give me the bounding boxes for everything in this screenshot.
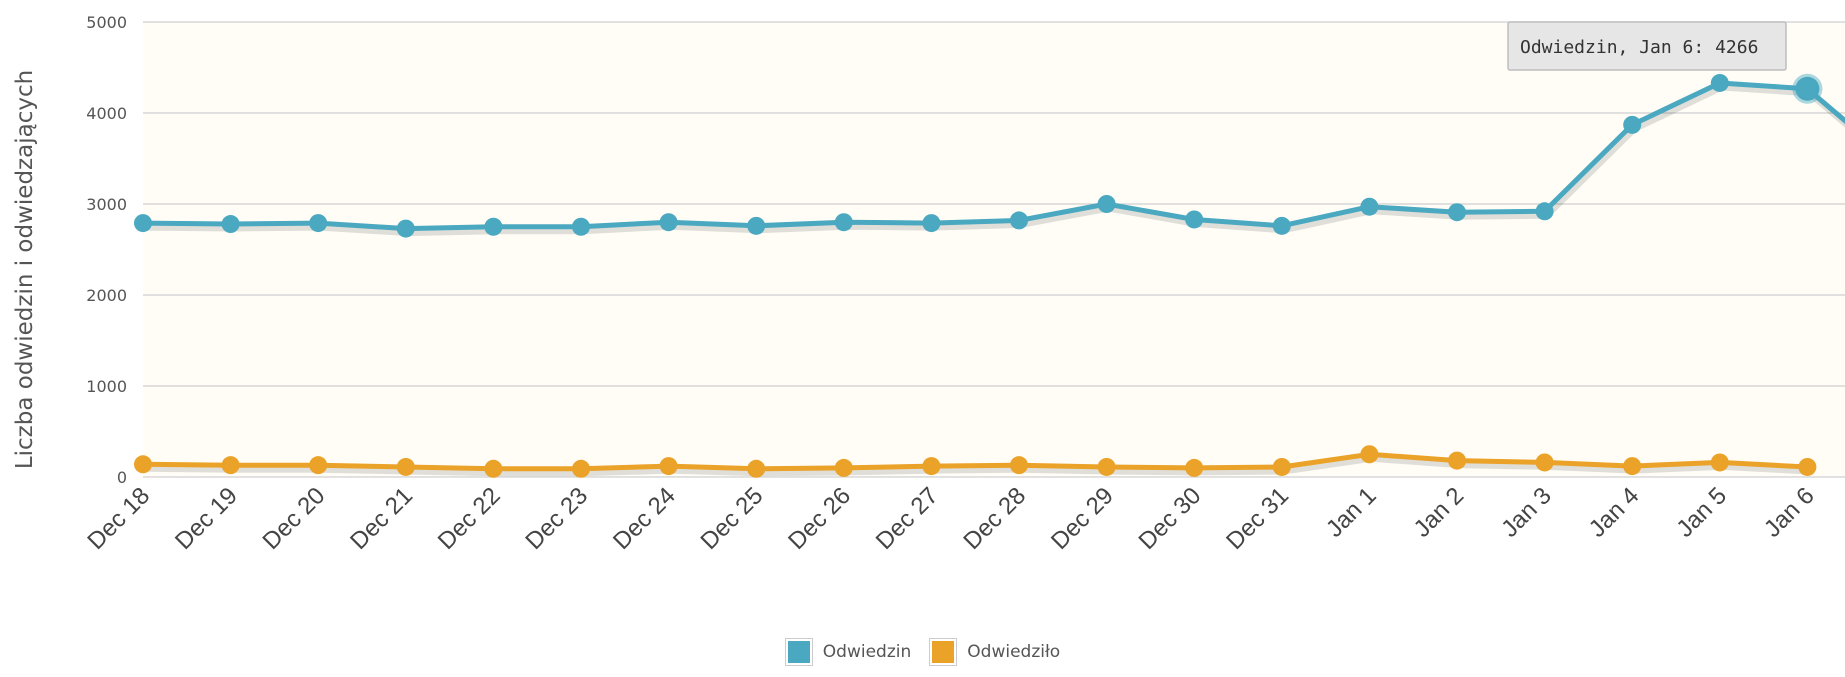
data-point[interactable] [134, 455, 152, 474]
grid-lines [143, 21, 1845, 478]
data-point[interactable] [1097, 195, 1116, 213]
legend-label-odwiedzilo: Odwiedziło [967, 642, 1061, 662]
data-point[interactable] [396, 457, 415, 476]
x-tick-label: Dec 22 [433, 482, 506, 555]
x-tick-label: Jan 6 [1759, 482, 1820, 543]
y-tick-label: 3000 [86, 195, 127, 214]
data-point[interactable] [659, 457, 678, 476]
x-tick-label: Dec 29 [1046, 482, 1119, 555]
data-point[interactable] [747, 459, 766, 478]
legend-swatch-odwiedzilo [929, 638, 958, 666]
data-point[interactable] [1272, 216, 1291, 235]
x-axis-ticks: Dec 18 Dec 19 Dec 20 Dec 21 Dec 22 Dec 23 Dec … [82, 482, 1819, 555]
data-point[interactable] [1185, 458, 1204, 477]
series-shadow [144, 454, 1810, 477]
data-point[interactable] [484, 217, 503, 236]
data-point[interactable] [1360, 197, 1379, 216]
legend: Odwiedzin Odwiedziło [0, 638, 1845, 666]
x-tick-label: Dec 18 [82, 482, 155, 555]
y-axis-label: Liczba odwiedzin i odwiedzających [12, 70, 38, 469]
data-point[interactable] [1448, 203, 1466, 222]
data-point[interactable] [572, 459, 590, 478]
x-tick-label: Dec 28 [958, 482, 1031, 555]
data-point[interactable] [1448, 451, 1466, 470]
legend-item-odwiedzilo[interactable]: Odwiedziło [929, 638, 1060, 666]
x-tick-label: Dec 19 [170, 482, 243, 555]
data-point[interactable] [1185, 210, 1204, 229]
x-tick-label: Jan 2 [1409, 482, 1470, 543]
plot-background [143, 22, 1845, 477]
y-tick-label: 4000 [86, 104, 127, 123]
data-point[interactable] [484, 459, 503, 478]
x-tick-label: Dec 20 [258, 482, 331, 555]
tooltip: Odwiedzin, Jan 6: 4266 [1507, 21, 1787, 71]
y-tick-label: 2000 [86, 286, 127, 305]
x-tick-label: Jan 3 [1496, 482, 1557, 543]
x-tick-label: Jan 5 [1671, 482, 1732, 543]
data-point[interactable] [572, 217, 590, 236]
x-tick-label: Dec 21 [345, 482, 418, 555]
legend-label-odwiedzin: Odwiedzin [822, 642, 912, 662]
x-tick-label: Dec 27 [871, 482, 944, 555]
data-point[interactable] [922, 214, 941, 233]
data-point[interactable] [1010, 456, 1028, 475]
tooltip-box [1507, 21, 1787, 71]
tooltip-text: Odwiedzin, Jan 6: 4266 [1520, 37, 1758, 58]
data-point[interactable] [1710, 453, 1729, 472]
data-point[interactable] [396, 219, 415, 238]
series-line [142, 451, 1808, 472]
x-tick-label: Dec 25 [696, 482, 769, 555]
series-group [134, 73, 1845, 478]
x-tick-label: Dec 26 [783, 482, 856, 555]
y-tick-label: 5000 [86, 13, 127, 32]
data-point[interactable] [1798, 457, 1817, 476]
data-point[interactable] [221, 215, 240, 234]
x-tick-label: Dec 23 [520, 482, 593, 555]
data-point[interactable] [659, 213, 678, 232]
y-tick-label: 1000 [86, 377, 127, 396]
x-tick-label: Dec 30 [1134, 482, 1207, 555]
x-tick-label: Jan 1 [1321, 482, 1382, 543]
x-tick-label: Jan 4 [1584, 482, 1645, 543]
legend-swatch-odwiedzin [784, 638, 813, 666]
data-point[interactable] [1097, 457, 1116, 476]
data-point[interactable] [834, 213, 853, 232]
data-point[interactable] [922, 457, 941, 476]
data-point[interactable] [309, 214, 328, 233]
x-tick-label: Dec 31 [1221, 482, 1294, 555]
y-axis-ticks: 0 1000 2000 3000 4000 5000 [86, 13, 127, 487]
data-point[interactable] [1623, 457, 1642, 476]
data-point[interactable] [1360, 445, 1379, 464]
data-point[interactable] [1010, 211, 1028, 230]
legend-item-odwiedzin[interactable]: Odwiedzin [784, 638, 912, 666]
data-point[interactable] [1535, 202, 1554, 221]
data-point[interactable] [834, 458, 853, 477]
data-point[interactable] [1623, 115, 1642, 134]
data-point[interactable] [309, 456, 328, 475]
data-point[interactable] [1710, 73, 1729, 92]
data-point[interactable] [1535, 453, 1554, 472]
data-point[interactable] [1792, 73, 1823, 104]
data-point[interactable] [221, 456, 240, 475]
x-tick-label: Dec 24 [608, 482, 681, 555]
data-point[interactable] [1272, 457, 1291, 476]
y-tick-label: 0 [117, 468, 127, 487]
data-point[interactable] [747, 216, 766, 235]
data-point[interactable] [134, 214, 152, 233]
